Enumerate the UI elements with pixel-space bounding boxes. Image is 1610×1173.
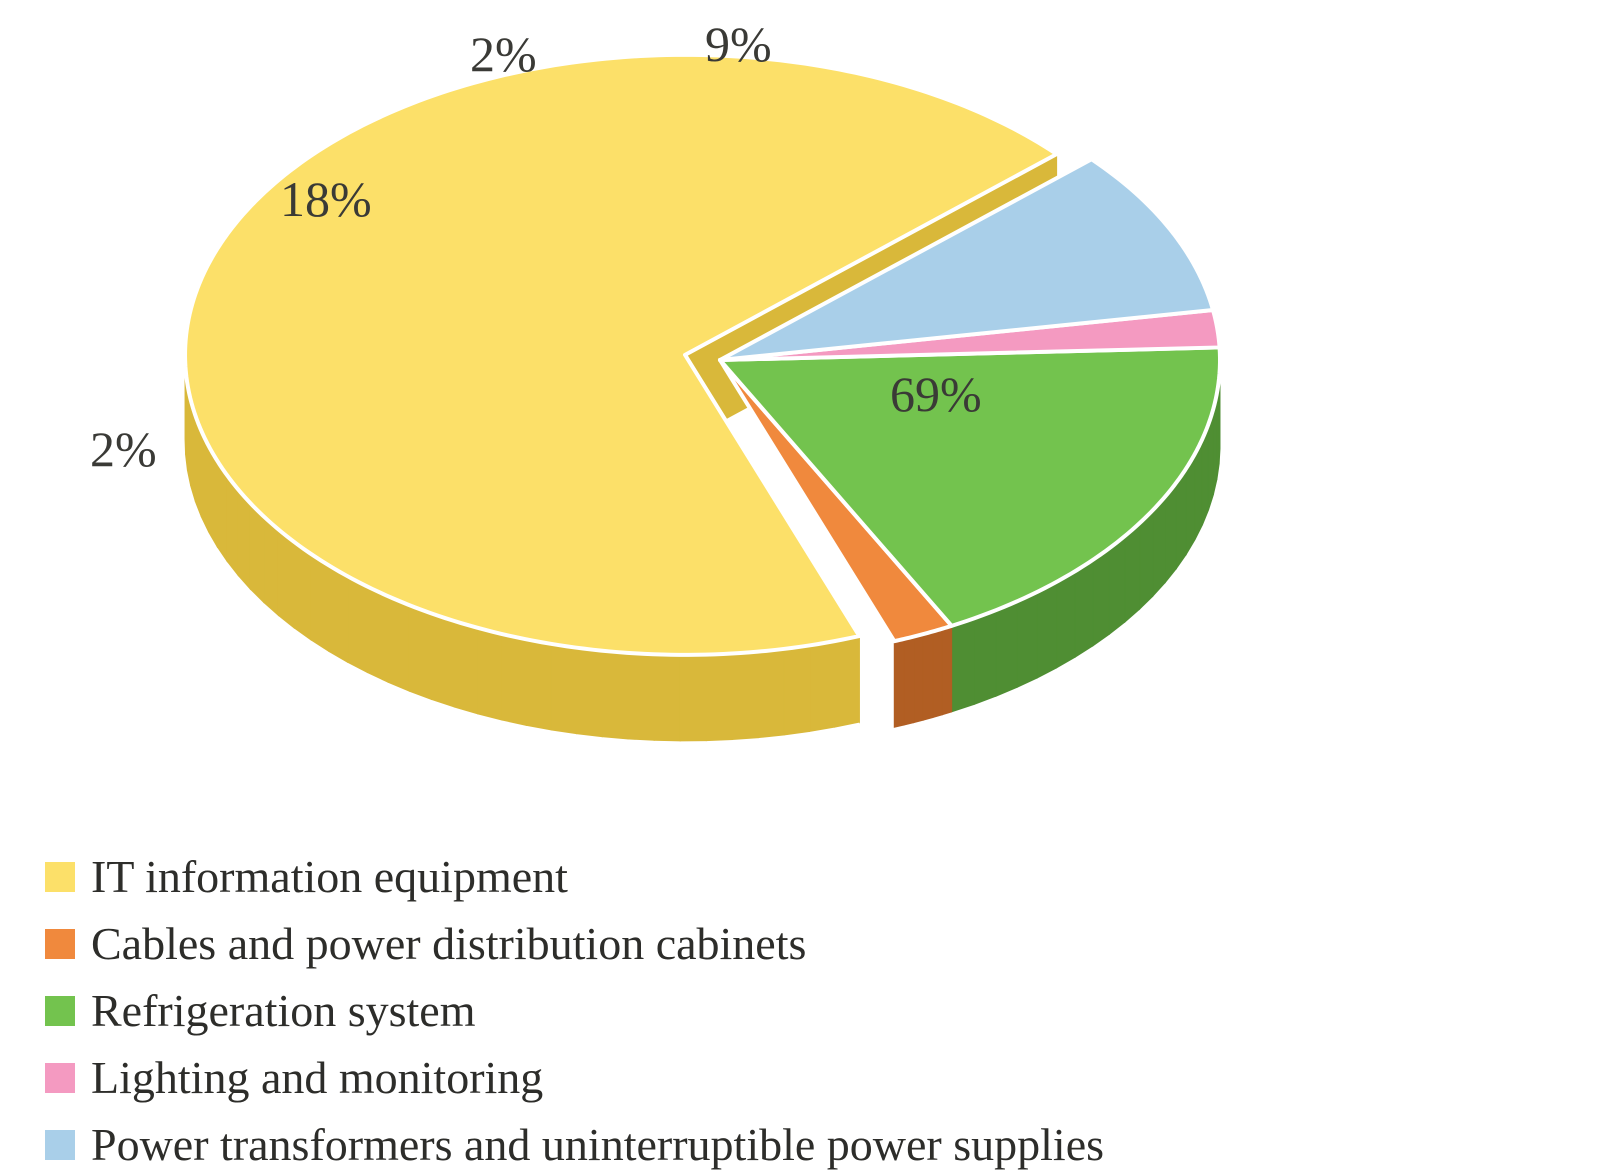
legend-swatch-icon xyxy=(45,1130,75,1160)
slice-label-lighting: 2% xyxy=(470,25,537,83)
slice-label-it-equipment: 69% xyxy=(890,365,982,423)
legend-label: Refrigeration system xyxy=(91,984,476,1037)
legend: IT information equipment Cables and powe… xyxy=(45,850,1104,1171)
legend-label: Cables and power distribution cabinets xyxy=(91,917,806,970)
legend-label: Power transformers and uninterruptible p… xyxy=(91,1118,1104,1171)
legend-swatch-icon xyxy=(45,862,75,892)
legend-label: IT information equipment xyxy=(91,850,568,903)
legend-swatch-icon xyxy=(45,996,75,1026)
pie-3d xyxy=(176,16,1264,790)
legend-swatch-icon xyxy=(45,1063,75,1093)
legend-item: Refrigeration system xyxy=(45,984,1104,1037)
slice-label-refrigeration: 18% xyxy=(280,170,372,228)
legend-item: Cables and power distribution cabinets xyxy=(45,917,1104,970)
chart-stage: 69% 2% 18% 2% 9% IT information equipmen… xyxy=(0,0,1610,1173)
slice-label-power-supplies: 9% xyxy=(705,15,772,73)
legend-swatch-icon xyxy=(45,929,75,959)
slice-label-cables: 2% xyxy=(90,420,157,478)
legend-item: Lighting and monitoring xyxy=(45,1051,1104,1104)
legend-label: Lighting and monitoring xyxy=(91,1051,543,1104)
legend-item: IT information equipment xyxy=(45,850,1104,903)
legend-item: Power transformers and uninterruptible p… xyxy=(45,1118,1104,1171)
